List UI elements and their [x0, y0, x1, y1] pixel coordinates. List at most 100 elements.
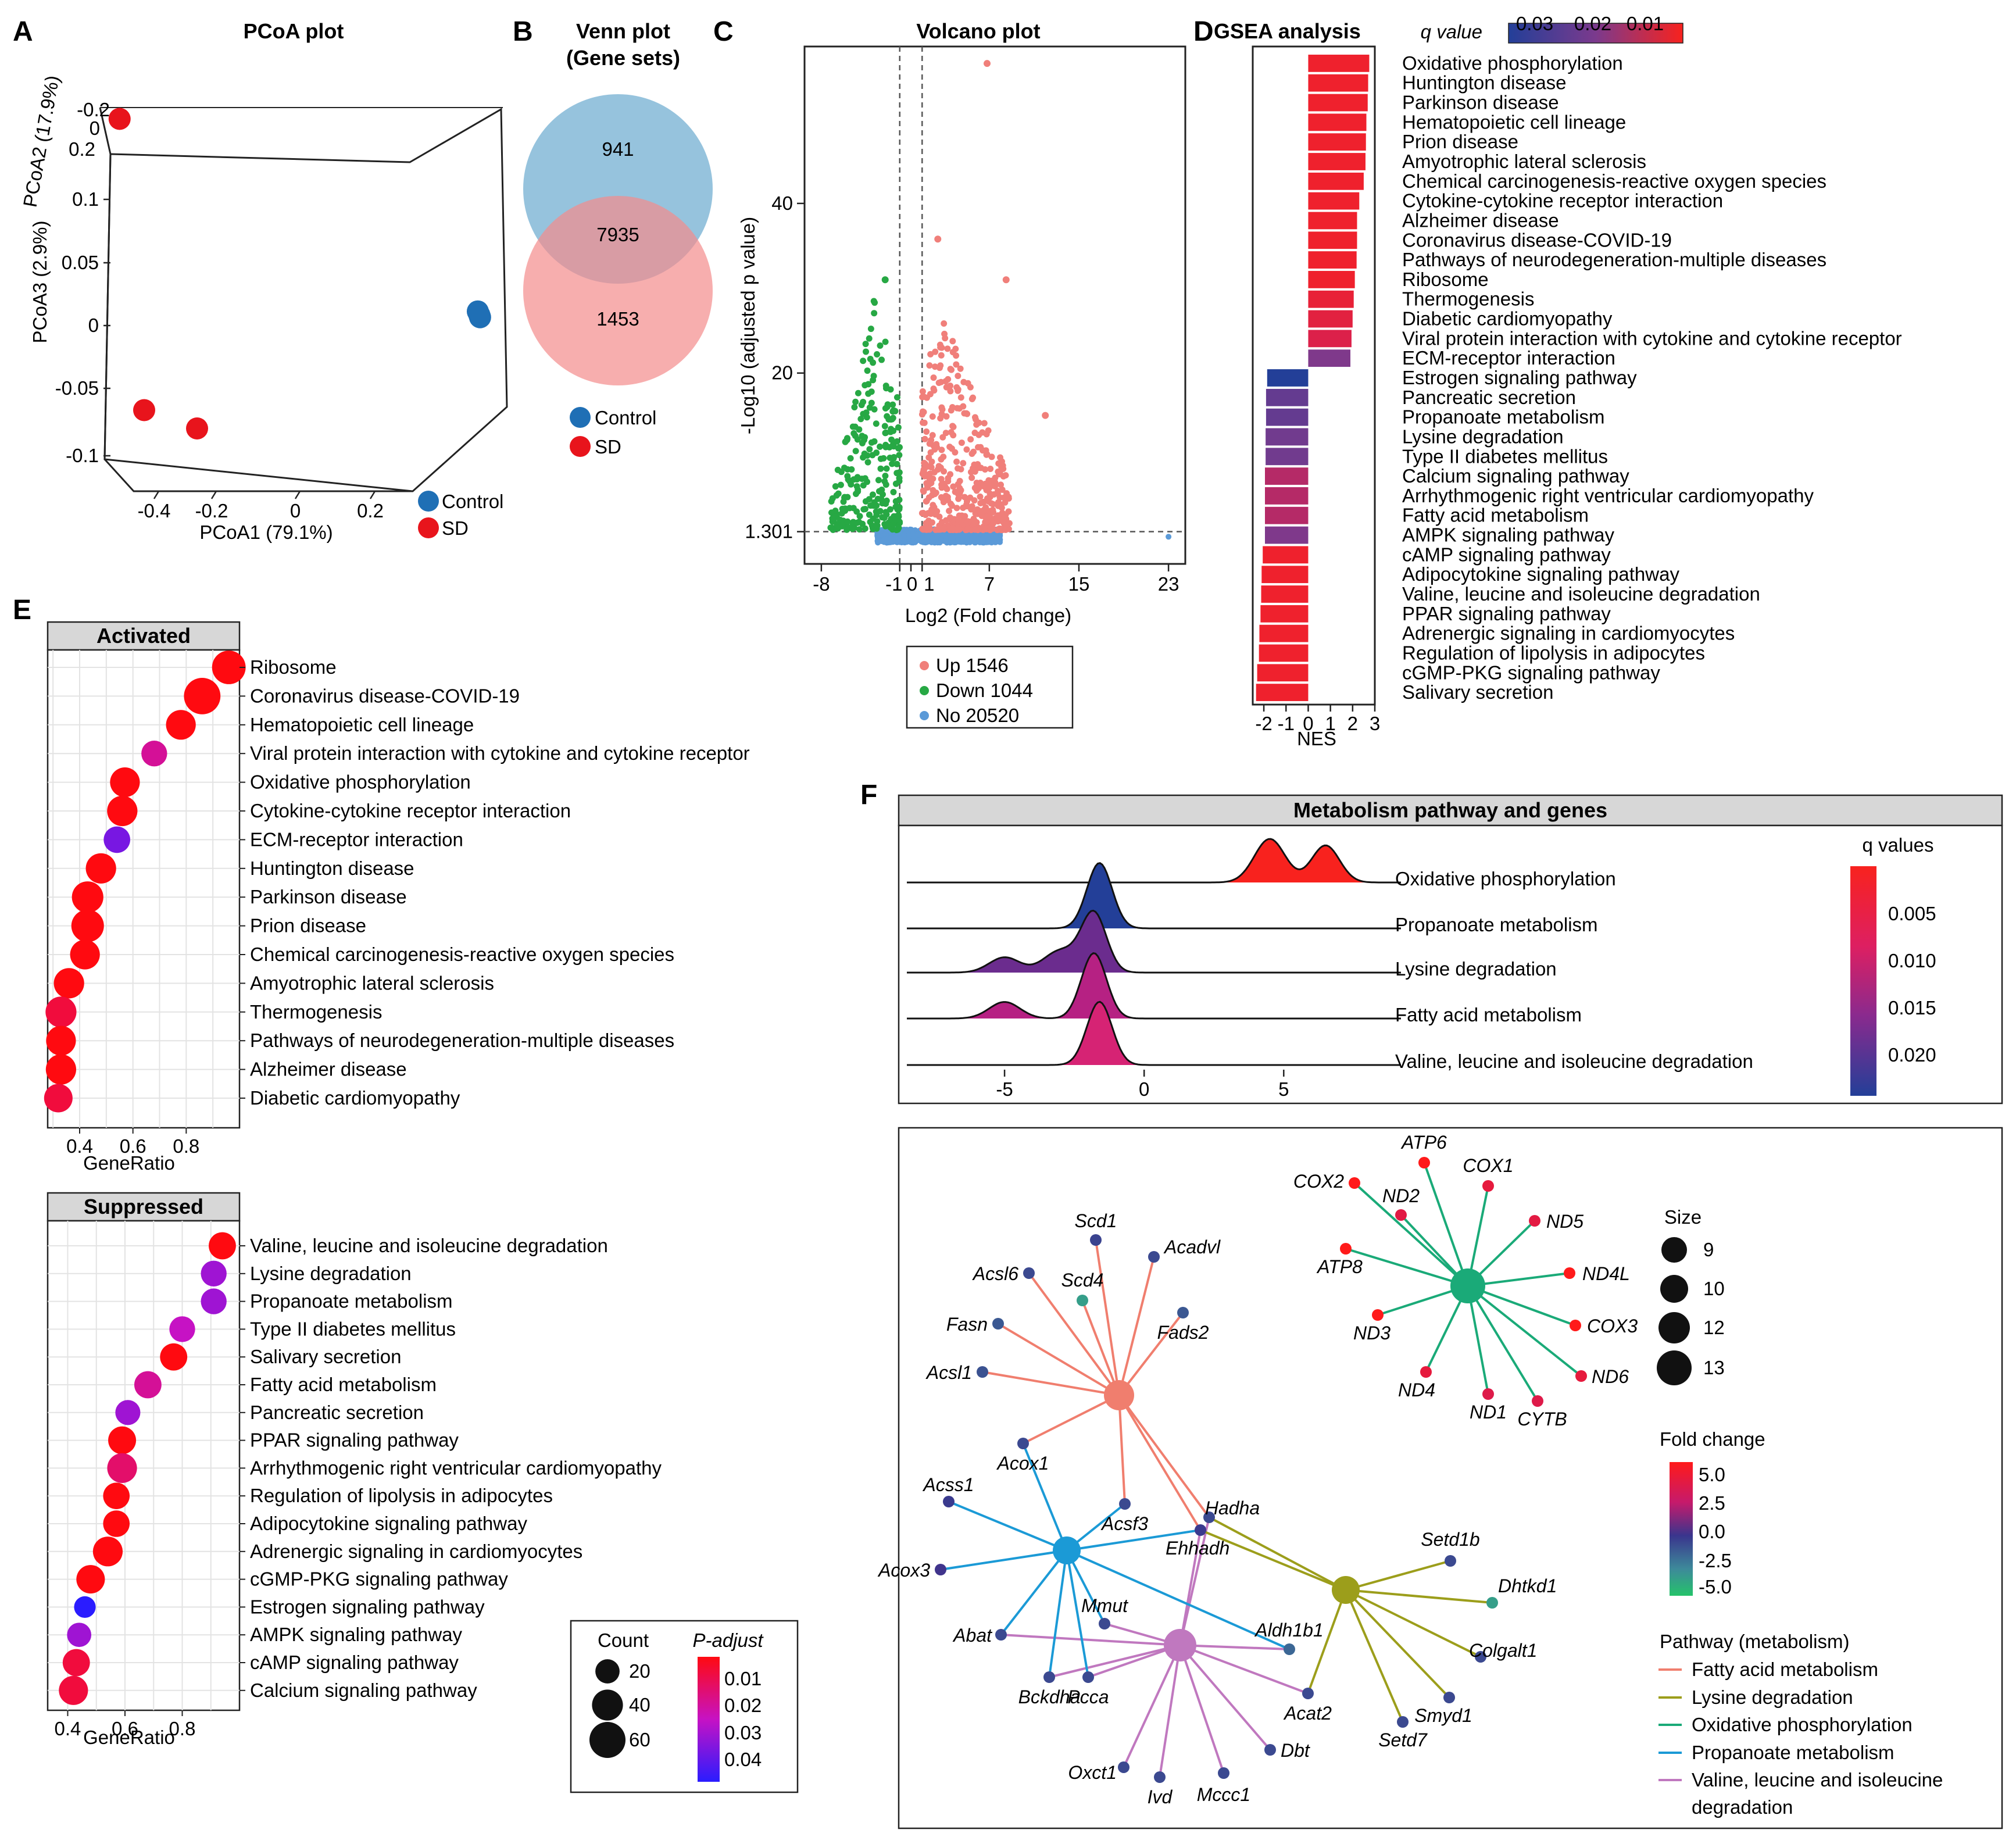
- size-legend-label: 12: [1703, 1317, 1725, 1338]
- edge-oxphos-cox2: [1353, 1182, 1469, 1287]
- x-tick-label: 0.8: [169, 1718, 196, 1739]
- dot-diabetic-cardiomyopathy: [44, 1084, 73, 1113]
- volcano-point-down: [837, 481, 844, 488]
- edge-propanoate-bckdha: [1048, 1550, 1068, 1678]
- volcano-point-up: [927, 470, 934, 477]
- gsea-label-ppar-signaling-pathway: PPAR signaling pathway: [1402, 603, 1611, 624]
- gsea-bar-alzheimer-disease: [1308, 212, 1357, 230]
- gene-node-setd7: [1397, 1716, 1409, 1728]
- pcoa-zlabel: PCoA2 (17.9%): [19, 74, 63, 209]
- volcano-point-down: [863, 348, 870, 355]
- gene-node-acsl6: [1023, 1267, 1035, 1279]
- gene-label-cox2: COX2: [1293, 1171, 1344, 1192]
- volcano-point-up: [971, 526, 978, 533]
- dot-label-salivary-secretion: Salivary secretion: [250, 1346, 401, 1367]
- edge-fatty-fasn: [997, 1323, 1120, 1396]
- gene-node-cox2: [1349, 1177, 1360, 1189]
- volcano-point-up: [949, 338, 956, 345]
- volcano-point-down: [867, 326, 874, 333]
- hub-fatty: [1104, 1380, 1134, 1410]
- pcoa-panel: PCoA plot -0.4 -0.2 0 0.20.10.050-0.05-0.1-…: [19, 19, 508, 543]
- dot-label-adrenergic-signaling-in-cardiomyocytes: Adrenergic signaling in cardiomyocytes: [250, 1541, 582, 1562]
- volcano-point-down: [879, 514, 886, 521]
- gene-label-dbt: Dbt: [1281, 1740, 1310, 1761]
- pcoa-legend-control: Control: [442, 491, 503, 512]
- dot-fatty-acid-metabolism: [134, 1371, 162, 1399]
- gsea-x-tick-label: 2: [1347, 713, 1358, 734]
- size-legend-dot: [1658, 1312, 1690, 1343]
- activated-xlabel: GeneRatio: [83, 1152, 175, 1174]
- gsea-bar-lysine-degradation: [1266, 428, 1309, 446]
- gene-node-aldh1b1: [1284, 1643, 1295, 1655]
- volcano-legend-marker: [920, 661, 929, 670]
- suppressed-dots: Valine, leucine and isoleucine degradati…: [48, 1221, 662, 1739]
- dot-label-fatty-acid-metabolism: Fatty acid metabolism: [250, 1374, 437, 1395]
- pcoa-x-tick: [369, 491, 376, 499]
- padjust-legend-label: 0.03: [724, 1722, 762, 1743]
- gene-node-scd1: [1090, 1234, 1102, 1246]
- count-legend-title: Count: [598, 1629, 649, 1651]
- pcoa-x-tick: [210, 491, 217, 499]
- volcano-point-down: [871, 299, 878, 306]
- volcano-point-up: [1002, 526, 1009, 533]
- volcano-point-down: [882, 338, 889, 345]
- edge-fatty-ehhadh: [1118, 1394, 1202, 1531]
- volcano-point-up: [949, 423, 956, 430]
- volcano-point-up: [944, 496, 951, 503]
- gene-label-dhtkd1: Dhtkd1: [1498, 1575, 1557, 1596]
- volcano-point-up: [954, 405, 961, 412]
- gsea-bar-cytokine-cytokine-receptor-interaction: [1308, 192, 1360, 210]
- gsea-label-diabetic-cardiomyopathy: Diabetic cardiomyopathy: [1402, 308, 1613, 330]
- dot-label-arrhythmogenic-right-ventricular-cardiomyopathy: Arrhythmogenic right ventricular cardiom…: [250, 1457, 662, 1478]
- volcano-point-down: [895, 503, 902, 510]
- volcano-point-down: [839, 521, 846, 528]
- gsea-legend-tick: 0.03: [1516, 13, 1553, 34]
- volcano-point-up: [970, 394, 977, 401]
- volcano-point-up: [956, 485, 963, 492]
- venn-title: Venn plot: [576, 19, 670, 43]
- ridge-legend: 0.005 0.010 0.015 0.020: [1876, 903, 1936, 1066]
- volcano-point-up: [942, 430, 949, 437]
- gsea-bar-thermogenesis: [1308, 290, 1354, 308]
- gsea-x-tick-label: 0: [1303, 713, 1313, 734]
- volcano-point-down: [856, 526, 863, 533]
- gsea-label-estrogen-signaling-pathway: Estrogen signaling pathway: [1402, 367, 1637, 388]
- volcano-point-down: [864, 367, 871, 374]
- panel-label-b: B: [513, 16, 533, 47]
- volcano-point-down: [879, 500, 886, 507]
- volcano-point-up: [981, 420, 988, 427]
- gsea-label-regulation-of-lipolysis-in-adipocytes: Regulation of lipolysis in adipocytes: [1402, 642, 1705, 663]
- volcano-x-tick-label: 15: [1068, 573, 1090, 595]
- volcano-point-ns: [874, 531, 881, 538]
- volcano-axes: -8 -1 0 1 7 15 23 1.301 20 40: [745, 192, 1179, 595]
- volcano-point-up: [958, 439, 965, 446]
- gsea-bar-viral-protein-interaction-with-cytokine-and-cytokine-receptor: [1308, 330, 1352, 348]
- gene-node-cox3: [1570, 1320, 1581, 1331]
- gsea-xlabel: NES: [1297, 728, 1336, 749]
- volcano-point-ns: [955, 537, 961, 544]
- volcano-legend-label: Up 1546: [936, 655, 1009, 676]
- pcoa-z-tick-label: 0.2: [69, 138, 95, 160]
- volcano-point-down: [864, 459, 871, 466]
- volcano-point-down: [840, 498, 847, 505]
- volcano-point-up: [986, 484, 993, 491]
- gene-node-dhtkd1: [1486, 1597, 1498, 1609]
- edge-lysine-setd1b: [1345, 1560, 1451, 1591]
- volcano-point-down: [881, 521, 888, 528]
- volcano-point-up: [928, 492, 935, 499]
- volcano-point-up: [922, 460, 929, 467]
- pcoa-legend-control-marker: [418, 491, 439, 512]
- dot-label-huntington-disease: Huntington disease: [250, 857, 414, 879]
- gsea-label-pathways-of-neurodegeneration-multiple-diseases: Pathways of neurodegeneration-multiple d…: [1402, 249, 1826, 270]
- volcano-point-up: [947, 383, 954, 389]
- volcano-point-down: [860, 358, 867, 364]
- dot-regulation-of-lipolysis-in-adipocytes: [103, 1482, 130, 1510]
- size-legend-label: 13: [1703, 1357, 1725, 1378]
- ridge-line-fatty-acid-metabolism: [907, 952, 1401, 1020]
- volcano-point-down: [893, 460, 900, 467]
- edge-fatty-acsf3: [1118, 1395, 1126, 1504]
- dot-label-camp-signaling-pathway: cAMP signaling pathway: [250, 1652, 459, 1673]
- volcano-point-ns: [924, 533, 931, 539]
- volcano-point-up: [972, 416, 979, 423]
- hub-propanoate: [1053, 1536, 1081, 1564]
